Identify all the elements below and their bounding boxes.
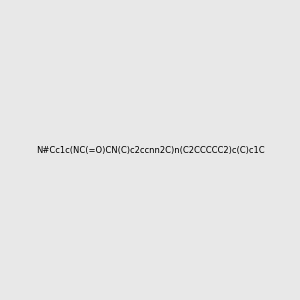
- Text: N#Cc1c(NC(=O)CN(C)c2ccnn2C)n(C2CCCCC2)c(C)c1C: N#Cc1c(NC(=O)CN(C)c2ccnn2C)n(C2CCCCC2)c(…: [36, 146, 264, 154]
